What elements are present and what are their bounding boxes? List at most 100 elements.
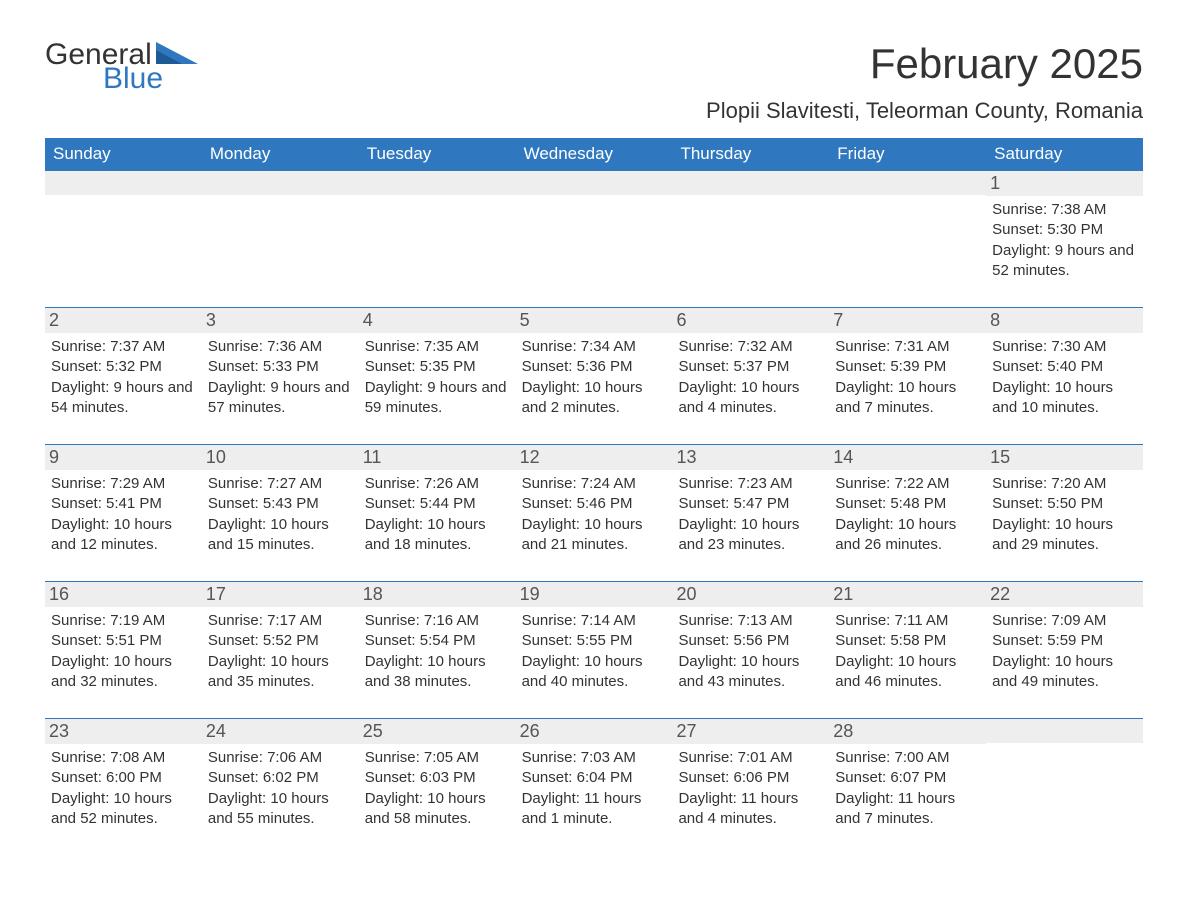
daylight-line: Daylight: 10 hours and 40 minutes.: [522, 652, 667, 693]
weekday-label: Wednesday: [516, 138, 673, 170]
day-info: Sunrise: 7:23 AMSunset: 5:47 PMDaylight:…: [678, 474, 823, 555]
sunset-line: Sunset: 5:30 PM: [992, 220, 1137, 240]
sunset-line: Sunset: 5:51 PM: [51, 631, 196, 651]
day-cell: [672, 171, 829, 289]
daylight-line: Daylight: 10 hours and 49 minutes.: [992, 652, 1137, 693]
sunrise-line: Sunrise: 7:23 AM: [678, 474, 823, 494]
week-row: 16Sunrise: 7:19 AMSunset: 5:51 PMDayligh…: [45, 581, 1143, 700]
daylight-line: Daylight: 10 hours and 15 minutes.: [208, 515, 353, 556]
day-number: 24: [202, 719, 359, 744]
day-info: Sunrise: 7:08 AMSunset: 6:00 PMDaylight:…: [51, 748, 196, 829]
sunrise-line: Sunrise: 7:01 AM: [678, 748, 823, 768]
sunrise-line: Sunrise: 7:09 AM: [992, 611, 1137, 631]
day-info: Sunrise: 7:37 AMSunset: 5:32 PMDaylight:…: [51, 337, 196, 418]
sunrise-line: Sunrise: 7:08 AM: [51, 748, 196, 768]
day-info: Sunrise: 7:01 AMSunset: 6:06 PMDaylight:…: [678, 748, 823, 829]
sunset-line: Sunset: 6:04 PM: [522, 768, 667, 788]
day-cell: [359, 171, 516, 289]
sunset-line: Sunset: 6:06 PM: [678, 768, 823, 788]
daylight-line: Daylight: 9 hours and 54 minutes.: [51, 378, 196, 419]
day-info: Sunrise: 7:06 AMSunset: 6:02 PMDaylight:…: [208, 748, 353, 829]
daylight-line: Daylight: 10 hours and 18 minutes.: [365, 515, 510, 556]
sunrise-line: Sunrise: 7:35 AM: [365, 337, 510, 357]
sunset-line: Sunset: 5:50 PM: [992, 494, 1137, 514]
day-cell: 1Sunrise: 7:38 AMSunset: 5:30 PMDaylight…: [986, 171, 1143, 289]
day-number: 2: [45, 308, 202, 333]
day-info: Sunrise: 7:05 AMSunset: 6:03 PMDaylight:…: [365, 748, 510, 829]
day-info: Sunrise: 7:30 AMSunset: 5:40 PMDaylight:…: [992, 337, 1137, 418]
sunrise-line: Sunrise: 7:31 AM: [835, 337, 980, 357]
day-number: 28: [829, 719, 986, 744]
day-number: [986, 719, 1143, 743]
day-number: [45, 171, 202, 195]
daylight-line: Daylight: 11 hours and 4 minutes.: [678, 789, 823, 830]
day-cell: 15Sunrise: 7:20 AMSunset: 5:50 PMDayligh…: [986, 445, 1143, 563]
day-cell: 22 Sunrise: 7:09 AMSunset: 5:59 PMDayligh…: [986, 582, 1143, 700]
logo: General Blue: [45, 40, 198, 94]
daylight-line: Daylight: 10 hours and 58 minutes.: [365, 789, 510, 830]
day-number: 22: [986, 582, 1143, 607]
day-info: Sunrise: 7:17 AMSunset: 5:52 PMDaylight:…: [208, 611, 353, 692]
day-info: Sunrise: 7:31 AMSunset: 5:39 PMDaylight:…: [835, 337, 980, 418]
day-info: Sunrise: 7:14 AMSunset: 5:55 PMDaylight:…: [522, 611, 667, 692]
sunrise-line: Sunrise: 7:03 AM: [522, 748, 667, 768]
weekday-label: Thursday: [672, 138, 829, 170]
day-cell: 3Sunrise: 7:36 AMSunset: 5:33 PMDaylight…: [202, 308, 359, 426]
sunrise-line: Sunrise: 7:13 AM: [678, 611, 823, 631]
sunrise-line: Sunrise: 7:22 AM: [835, 474, 980, 494]
daylight-line: Daylight: 10 hours and 29 minutes.: [992, 515, 1137, 556]
day-cell: 27Sunrise: 7:01 AMSunset: 6:06 PMDayligh…: [672, 719, 829, 837]
day-number: 20: [672, 582, 829, 607]
day-info: Sunrise: 7:20 AMSunset: 5:50 PMDaylight:…: [992, 474, 1137, 555]
sunset-line: Sunset: 5:40 PM: [992, 357, 1137, 377]
daylight-line: Daylight: 11 hours and 1 minute.: [522, 789, 667, 830]
day-number: [359, 171, 516, 195]
day-number: 17: [202, 582, 359, 607]
sunrise-line: Sunrise: 7:24 AM: [522, 474, 667, 494]
sunrise-line: Sunrise: 7:36 AM: [208, 337, 353, 357]
day-info: Sunrise: 7:11 AMSunset: 5:58 PMDaylight:…: [835, 611, 980, 692]
day-cell: 24 Sunrise: 7:06 AMSunset: 6:02 PMDayligh…: [202, 719, 359, 837]
day-info: Sunrise: 7:00 AMSunset: 6:07 PMDaylight:…: [835, 748, 980, 829]
sunset-line: Sunset: 5:59 PM: [992, 631, 1137, 651]
sunrise-line: Sunrise: 7:26 AM: [365, 474, 510, 494]
logo-text-blue: Blue: [103, 64, 198, 94]
sunset-line: Sunset: 5:54 PM: [365, 631, 510, 651]
day-info: Sunrise: 7:22 AMSunset: 5:48 PMDaylight:…: [835, 474, 980, 555]
day-number: 19: [516, 582, 673, 607]
day-cell: [202, 171, 359, 289]
day-number: 21: [829, 582, 986, 607]
header: General Blue February 2025 Plopii Slavit…: [45, 40, 1143, 124]
day-number: [829, 171, 986, 195]
sunrise-line: Sunrise: 7:19 AM: [51, 611, 196, 631]
sunset-line: Sunset: 5:39 PM: [835, 357, 980, 377]
day-cell: 14Sunrise: 7:22 AMSunset: 5:48 PMDayligh…: [829, 445, 986, 563]
day-cell: [45, 171, 202, 289]
day-cell: 21 Sunrise: 7:11 AMSunset: 5:58 PMDayligh…: [829, 582, 986, 700]
sunrise-line: Sunrise: 7:05 AM: [365, 748, 510, 768]
sunset-line: Sunset: 6:07 PM: [835, 768, 980, 788]
location: Plopii Slavitesti, Teleorman County, Rom…: [706, 98, 1143, 124]
day-number: 11: [359, 445, 516, 470]
weekday-label: Saturday: [986, 138, 1143, 170]
day-cell: 19 Sunrise: 7:14 AMSunset: 5:55 PMDayligh…: [516, 582, 673, 700]
day-cell: 18Sunrise: 7:16 AMSunset: 5:54 PMDayligh…: [359, 582, 516, 700]
day-number: 3: [202, 308, 359, 333]
daylight-line: Daylight: 9 hours and 57 minutes.: [208, 378, 353, 419]
sunset-line: Sunset: 6:03 PM: [365, 768, 510, 788]
daylight-line: Daylight: 10 hours and 38 minutes.: [365, 652, 510, 693]
sunset-line: Sunset: 5:37 PM: [678, 357, 823, 377]
day-number: 13: [672, 445, 829, 470]
sunset-line: Sunset: 5:58 PM: [835, 631, 980, 651]
day-cell: 28 Sunrise: 7:00 AMSunset: 6:07 PMDayligh…: [829, 719, 986, 837]
day-cell: 4Sunrise: 7:35 AMSunset: 5:35 PMDaylight…: [359, 308, 516, 426]
day-cell: [829, 171, 986, 289]
daylight-line: Daylight: 11 hours and 7 minutes.: [835, 789, 980, 830]
weekday-label: Friday: [829, 138, 986, 170]
sunrise-line: Sunrise: 7:34 AM: [522, 337, 667, 357]
sunrise-line: Sunrise: 7:38 AM: [992, 200, 1137, 220]
calendar: SundayMondayTuesdayWednesdayThursdayFrid…: [45, 138, 1143, 837]
sunrise-line: Sunrise: 7:11 AM: [835, 611, 980, 631]
day-cell: [986, 719, 1143, 837]
week-row: 9Sunrise: 7:29 AMSunset: 5:41 PMDaylight…: [45, 444, 1143, 563]
